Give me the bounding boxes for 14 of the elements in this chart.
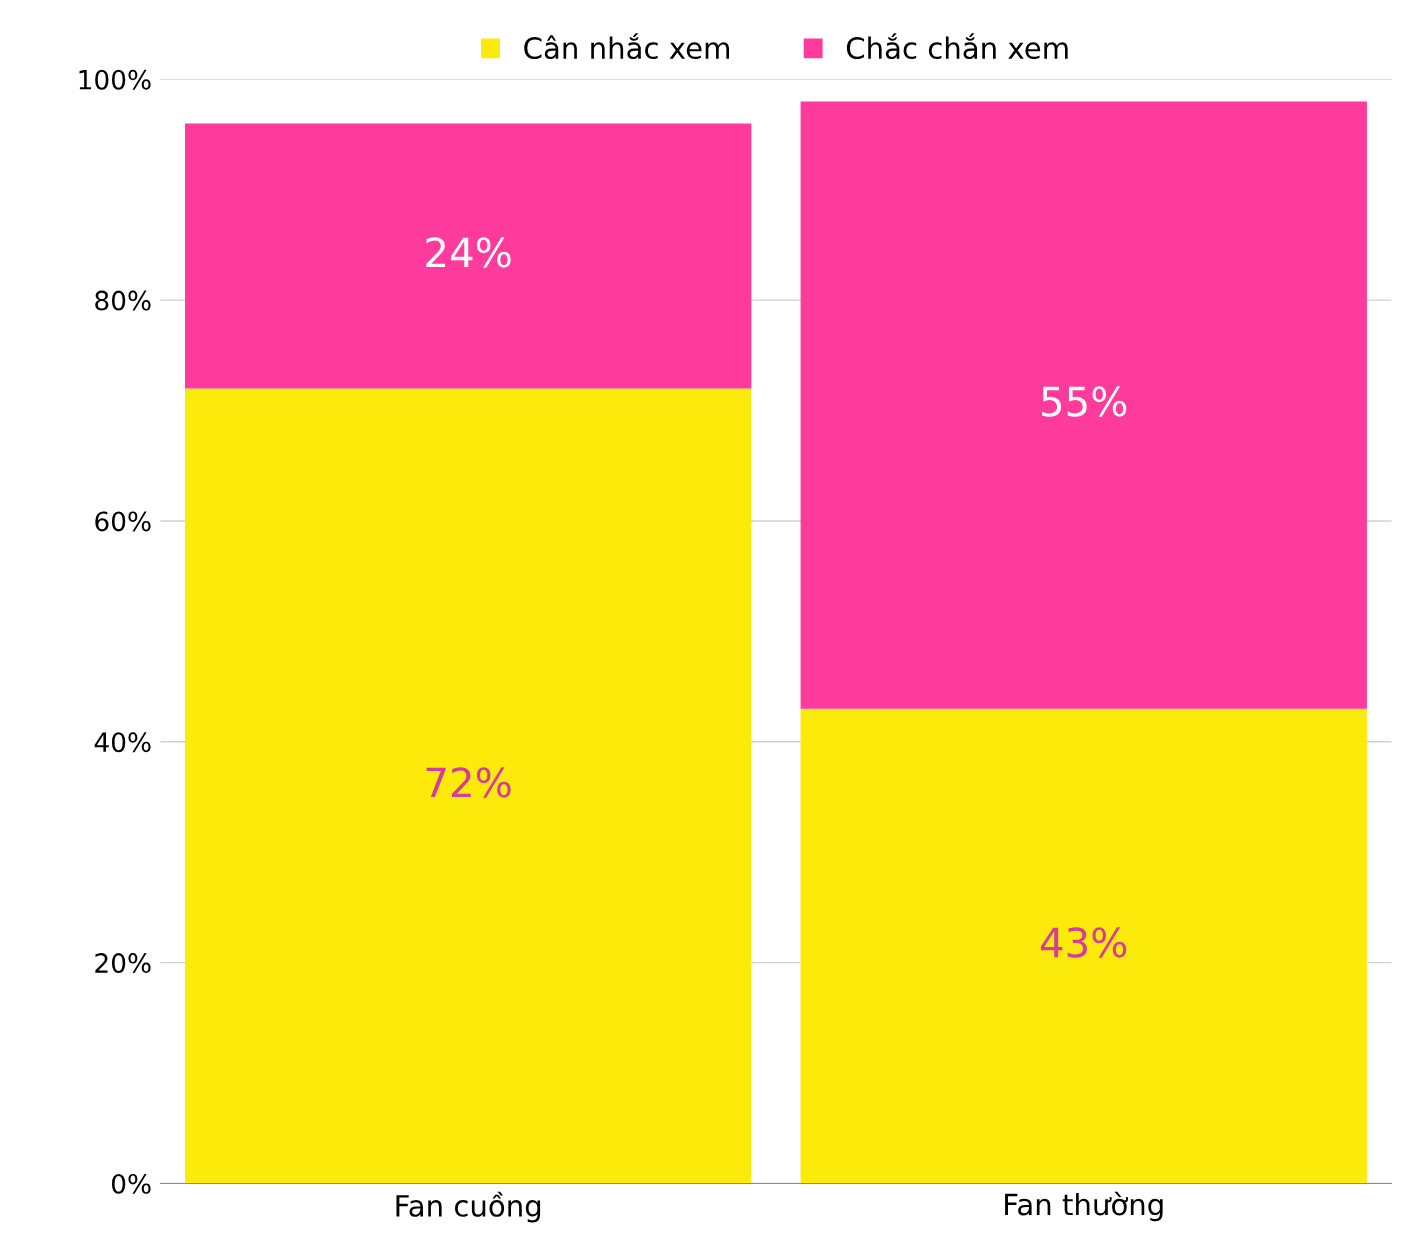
data-label: 55% — [1042, 386, 1127, 417]
y-tick-label: 20% — [95, 953, 151, 974]
x-tick-label: Fan cuồng — [396, 1191, 541, 1223]
data-label: 72% — [426, 767, 511, 798]
y-tick-label: 80% — [95, 290, 151, 311]
y-tick-label: 100% — [79, 69, 151, 90]
legend-label: Chắc chắn xem — [846, 33, 1068, 60]
y-tick-label: 0% — [111, 1173, 151, 1194]
data-label: 43% — [1040, 927, 1127, 958]
legend-label: Cân nhắc xem — [524, 33, 730, 60]
data-label: 24% — [426, 237, 511, 268]
x-tick-label: Fan thường — [1005, 1191, 1163, 1222]
y-tick-label: 60% — [95, 511, 151, 532]
y-tick-label: 40% — [94, 732, 151, 753]
